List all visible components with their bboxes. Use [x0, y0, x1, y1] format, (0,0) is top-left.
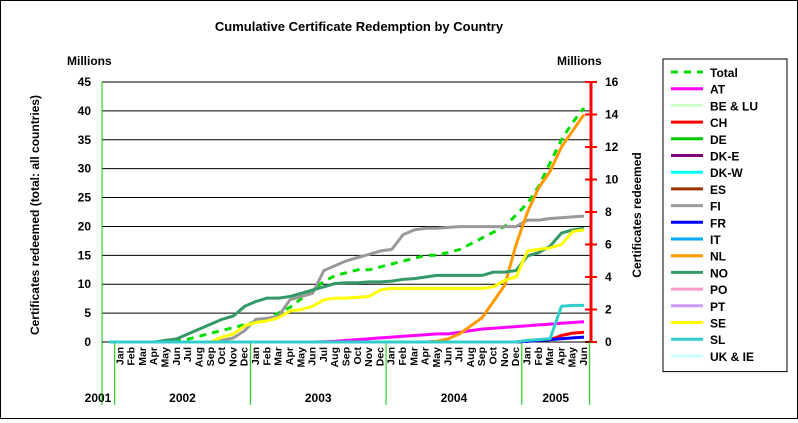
legend-label: NO	[710, 266, 728, 280]
y-tick-right: 16	[605, 75, 619, 89]
series-line-se	[109, 228, 585, 344]
legend-label: NL	[710, 250, 726, 264]
x-tick-year: 2004	[441, 391, 468, 405]
chart-title: Cumulative Certificate Redemption by Cou…	[215, 19, 504, 34]
series-line-total	[109, 107, 586, 344]
y-tick-right: 4	[605, 270, 612, 284]
x-tick-month: Jan	[386, 347, 398, 365]
x-tick-month: Jan	[250, 347, 262, 365]
y-tick-left: 40	[78, 104, 92, 118]
y-tick-right: 0	[605, 335, 612, 349]
x-tick-month: Feb	[261, 347, 273, 366]
y-tick-left: 35	[78, 133, 92, 147]
y-axis-left-title: Certificates redeemed (total: all countr…	[28, 95, 42, 335]
series-line-no	[109, 226, 585, 344]
left-unit-label: Millions	[67, 54, 112, 68]
legend-label: Total	[710, 66, 738, 80]
x-tick-month: Sep	[205, 347, 217, 366]
x-tick-month: May	[567, 347, 579, 368]
y-tick-left: 15	[78, 248, 92, 262]
legend-label: SE	[710, 317, 726, 331]
y-tick-right: 14	[605, 108, 619, 122]
x-tick-month: Apr	[148, 347, 160, 365]
y-tick-right: 2	[605, 303, 612, 317]
legend-label: CH	[710, 116, 727, 130]
legend-label: DE	[710, 133, 727, 147]
x-tick-month: Mar	[408, 347, 420, 366]
y-tick-left: 30	[78, 162, 92, 176]
y-tick-left: 20	[78, 219, 92, 233]
x-tick-month: Jan	[521, 347, 533, 365]
right-unit-label: Millions	[557, 54, 602, 68]
legend-label: PO	[710, 283, 727, 297]
y-tick-left: 5	[84, 306, 91, 320]
x-tick-month: Apr	[555, 347, 567, 365]
y-tick-left: 10	[78, 277, 92, 291]
x-tick-month: May	[431, 347, 443, 368]
x-tick-month: Mar	[137, 347, 149, 366]
legend-label: DK-W	[710, 166, 743, 180]
legend: Total AT BE & LU CH DE DK-E DK-W ES FI FR IT NL NO PO…	[662, 58, 788, 373]
y-tick-left: 25	[78, 191, 92, 205]
x-tick-month: Jul	[318, 347, 330, 362]
series-line-nl	[109, 113, 586, 344]
x-tick-month: Oct	[488, 347, 500, 365]
y-tick-left: 0	[84, 335, 91, 349]
x-tick-month: Dec	[510, 347, 522, 366]
legend-label: FI	[710, 200, 721, 214]
x-tick-month: Apr	[420, 347, 432, 365]
x-tick-month: Feb	[126, 347, 138, 366]
x-tick-month: Sep	[476, 347, 488, 366]
legend-box	[662, 58, 788, 373]
x-tick-month: Mar	[273, 347, 285, 366]
x-tick-month: Mar	[544, 347, 556, 366]
legend-label: UK & IE	[710, 350, 754, 364]
y-tick-right: 8	[605, 205, 612, 219]
x-tick-month: Aug	[465, 347, 477, 367]
legend-label: AT	[710, 83, 726, 97]
legend-label: BE & LU	[710, 99, 758, 113]
x-tick-month: Jul	[182, 347, 194, 362]
x-tick-month: Jun	[171, 347, 183, 366]
legend-label: ES	[710, 183, 726, 197]
x-tick-month: Nov	[499, 347, 511, 367]
y-tick-right: 6	[605, 238, 612, 252]
x-tick-month: Aug	[329, 347, 341, 367]
x-tick-month: Feb	[533, 347, 545, 366]
x-tick-month: Jul	[454, 347, 466, 362]
x-tick-month: Jun	[307, 347, 319, 366]
x-tick-month: Oct	[352, 347, 364, 365]
y-tick-left: 45	[78, 75, 92, 89]
x-tick-month: Jun	[578, 347, 590, 366]
legend-label: FR	[710, 216, 726, 230]
legend-label: SL	[710, 333, 725, 347]
x-tick-month: Dec	[239, 347, 251, 366]
x-tick-year: 2001	[85, 391, 112, 405]
x-tick-month: Aug	[193, 347, 205, 367]
x-tick-year: 2003	[305, 391, 332, 405]
legend-label: DK-E	[710, 150, 739, 164]
x-tick-month: Sep	[341, 347, 353, 366]
x-tick-month: May	[295, 347, 307, 368]
series-line-sl	[109, 303, 584, 344]
y-tick-right: 10	[605, 173, 619, 187]
x-tick-year: 2005	[542, 391, 569, 405]
x-tick-month: Dec	[374, 347, 386, 366]
x-tick-month: Jan	[114, 347, 126, 365]
x-tick-month: Oct	[216, 347, 228, 365]
legend-label: PT	[710, 300, 726, 314]
x-tick-month: Apr	[284, 347, 296, 365]
x-tick-month: Jun	[442, 347, 454, 366]
y-axis-right-title: Certificates redeemed	[630, 152, 644, 277]
legend-label: IT	[710, 233, 721, 247]
y-tick-right: 12	[605, 140, 619, 154]
x-tick-month: Nov	[363, 347, 375, 367]
x-tick-month: Feb	[397, 347, 409, 366]
x-tick-month: Nov	[227, 347, 239, 367]
x-tick-year: 2002	[169, 391, 196, 405]
x-tick-month: May	[160, 347, 172, 368]
